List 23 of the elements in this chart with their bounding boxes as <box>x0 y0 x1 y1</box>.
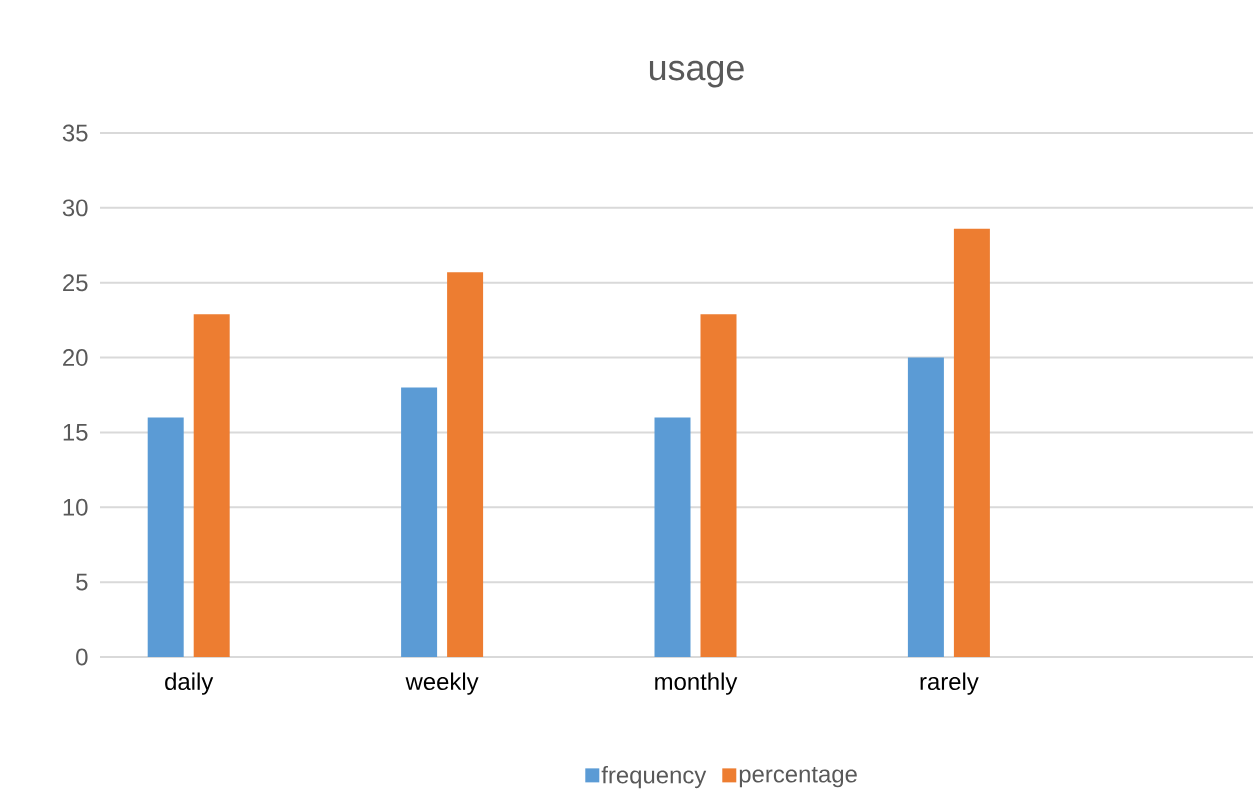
y-tick-label: 15 <box>63 424 88 441</box>
chart-title: usage <box>649 60 744 88</box>
bar <box>953 228 990 657</box>
y-tick-label: 10 <box>63 498 88 516</box>
y-tick-label: 25 <box>63 274 88 292</box>
x-tick-label: rarely <box>920 672 979 695</box>
y-tick-label: 5 <box>76 573 88 591</box>
bar <box>700 314 737 657</box>
x-tick-label: monthly <box>655 672 738 695</box>
legend-label: percentage <box>739 766 857 788</box>
x-tick-label: daily <box>165 672 214 695</box>
bar <box>907 357 944 657</box>
bar <box>654 417 691 657</box>
y-tick-label: 0 <box>76 648 88 666</box>
bar <box>147 417 184 657</box>
bar <box>401 387 438 657</box>
legend-label: frequency <box>601 765 707 789</box>
x-tick-label: weekly <box>405 672 479 695</box>
bar <box>193 314 230 657</box>
y-tick-label: 20 <box>63 349 88 367</box>
y-tick-label: 30 <box>62 199 88 217</box>
y-tick-label: 35 <box>62 124 88 142</box>
bar <box>447 272 484 657</box>
